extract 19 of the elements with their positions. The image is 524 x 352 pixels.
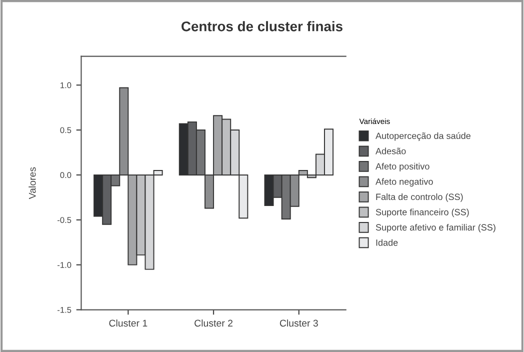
y-tick-label: 0.0 xyxy=(60,172,72,178)
y-tick-label: -1.5 xyxy=(58,307,72,313)
legend-label: Adesão xyxy=(376,148,406,154)
legend-label: Idade xyxy=(376,239,398,246)
legend-label: Afeto positivo xyxy=(376,162,430,172)
legend-label: Afeto negativo xyxy=(376,178,433,187)
y-tick-label: -0.5 xyxy=(58,217,72,223)
chart-title: Centros de cluster finais xyxy=(182,21,342,32)
y-tick-label: 1.0 xyxy=(60,82,72,88)
x-tick-label: Cluster 1 xyxy=(109,319,148,327)
x-tick-label: Cluster 3 xyxy=(280,319,318,327)
y-tick-label: -1.0 xyxy=(58,262,72,268)
legend-label: Suporte afetivo e familiar (SS) xyxy=(376,224,496,232)
y-tick-label: 0.5 xyxy=(60,127,72,134)
legend-label: Autoperceção da saúde xyxy=(376,132,470,141)
x-tick-label: Cluster 2 xyxy=(194,319,232,327)
legend-label: Falta de controlo (SS) xyxy=(376,193,463,202)
y-axis-title: Valores xyxy=(28,167,36,200)
legend-label: Suporte financeiro (SS) xyxy=(376,208,469,218)
